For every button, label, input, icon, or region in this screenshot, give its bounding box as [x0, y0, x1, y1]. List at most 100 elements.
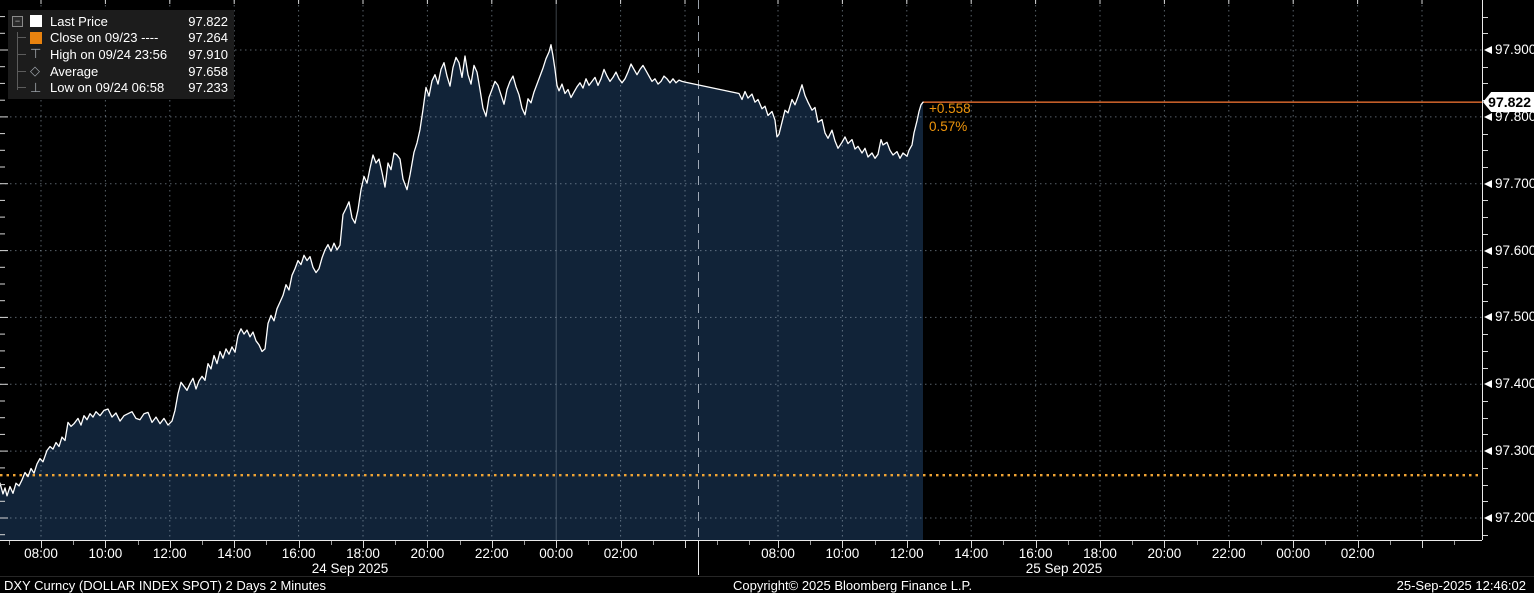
legend-row[interactable]: − Last Price 97.822	[12, 13, 228, 30]
low-marker-icon: ⊥	[30, 79, 50, 95]
legend-value: 97.233	[188, 80, 228, 96]
time-axis-label: 14:00	[954, 546, 989, 561]
time-axis-label: 00:00	[539, 546, 574, 561]
price-tick-arrow	[1484, 112, 1492, 121]
average-marker-icon: ◇	[30, 63, 40, 79]
price-minor-tick	[1483, 33, 1488, 35]
time-tick-major	[363, 541, 364, 548]
price-axis-label: 97.900	[1495, 42, 1534, 57]
time-tick-minor	[810, 541, 812, 545]
time-axis-label: 02:00	[1340, 546, 1375, 561]
time-tick-minor	[202, 541, 203, 545]
price-tick-arrow	[1484, 46, 1492, 54]
time-tick-minor	[73, 541, 75, 545]
price-minor-tick	[1483, 284, 1488, 285]
date-separator-line	[698, 541, 699, 575]
time-tick-minor	[652, 541, 654, 545]
legend-value: 97.264	[188, 30, 228, 46]
tree-stub-line	[17, 87, 26, 89]
legend-row[interactable]: ◇ Average 97.658	[12, 63, 228, 80]
legend-row[interactable]: ⊥ Low on 09/24 06:58 97.233	[12, 79, 228, 96]
time-tick-minor	[459, 541, 461, 545]
legend-expand-toggle[interactable]: −	[12, 15, 30, 27]
orange-square-icon	[30, 31, 42, 44]
low-marker-icon: ⊥	[30, 79, 42, 95]
price-minor-tick	[1483, 434, 1488, 436]
time-axis-label: 12:00	[152, 546, 187, 561]
white-square-icon	[30, 15, 50, 28]
tree-stub-line	[17, 70, 26, 72]
price-chart-canvas[interactable]	[0, 0, 1482, 540]
price-line	[0, 44, 924, 497]
timestamp: 25-Sep-2025 12:46:02	[1396, 578, 1526, 593]
time-tick-minor	[8, 541, 10, 545]
time-tick-minor	[749, 541, 751, 545]
time-tick-major	[298, 541, 300, 548]
legend-tree-stub	[12, 37, 30, 39]
collapse-box-icon[interactable]: −	[12, 15, 23, 27]
time-tick-major	[1035, 541, 1037, 548]
price-minor-tick	[1483, 334, 1488, 336]
time-tick-minor	[137, 541, 139, 545]
price-minor-tick	[1483, 16, 1488, 18]
legend-row[interactable]: ⊤ High on 09/24 23:56 97.910	[12, 46, 228, 63]
change-value: +0.558	[929, 101, 971, 116]
price-minor-tick	[1483, 167, 1488, 168]
date-label-day2: 25 Sep 2025	[1025, 561, 1103, 576]
orange-square-icon	[30, 31, 50, 44]
time-tick-major	[169, 541, 171, 548]
time-tick-minor	[1325, 541, 1327, 545]
legend-panel: − Last Price 97.822 Close on 09/23 ---- 97.2…	[8, 10, 234, 99]
price-minor-tick	[1483, 501, 1488, 503]
price-tick-arrow	[1484, 246, 1492, 255]
time-axis-label: 20:00	[1147, 546, 1182, 561]
time-tick-minor	[1454, 541, 1456, 545]
time-axis-label: 10:00	[825, 546, 860, 561]
price-minor-tick	[1483, 200, 1488, 202]
legend-label: Last Price	[50, 13, 108, 29]
time-tick-major	[556, 541, 558, 548]
price-minor-tick	[1483, 534, 1488, 536]
time-axis-label: 18:00	[346, 546, 380, 561]
price-tick-arrow	[1484, 179, 1492, 188]
price-minor-tick	[1483, 83, 1488, 85]
time-tick-minor	[1389, 541, 1391, 545]
price-minor-tick	[1483, 367, 1488, 369]
legend-value: 97.910	[188, 46, 228, 62]
time-tick-minor	[524, 541, 525, 545]
time-axis-label: 18:00	[1083, 546, 1117, 561]
time-tick-minor	[874, 541, 876, 545]
time-tick-minor	[588, 541, 590, 545]
time-tick-minor	[1067, 541, 1069, 545]
time-tick-major	[1357, 541, 1359, 548]
time-tick-major	[1422, 541, 1423, 548]
price-axis-label: 97.500	[1495, 309, 1534, 325]
price-axis-label: 97.300	[1495, 443, 1534, 459]
time-tick-minor	[1196, 541, 1198, 545]
time-axis-label: 12:00	[889, 546, 924, 561]
time-axis-label: 14:00	[217, 546, 252, 561]
price-minor-tick	[1483, 66, 1488, 68]
time-axis-label: 08:00	[24, 546, 58, 561]
price-axis[interactable]: 97.900 97.800 97.700 97.600 97.500 97.400 97.3…	[1482, 0, 1534, 540]
time-tick-major	[41, 541, 42, 548]
time-axis[interactable]: 24 Sep 2025 25 Sep 2025 08:00 10:00 12:00 1…	[0, 540, 1482, 577]
price-minor-tick	[1483, 217, 1488, 219]
last-price-badge-value: 97.822	[1488, 94, 1531, 110]
time-tick-major	[685, 541, 686, 548]
high-marker-icon: ⊤	[30, 47, 50, 60]
copyright-text: Copyright© 2025 Bloomberg Finance L.P.	[733, 578, 973, 593]
time-tick-minor	[1261, 541, 1262, 545]
price-minor-tick	[1483, 417, 1488, 419]
change-annotation: +0.558 0.57%	[929, 100, 971, 136]
legend-label: Average	[50, 63, 99, 79]
time-tick-minor	[330, 541, 332, 545]
time-axis-label: 16:00	[281, 546, 316, 561]
price-axis-label: 97.700	[1495, 175, 1534, 191]
time-axis-label: 00:00	[1276, 546, 1311, 561]
time-tick-major	[427, 541, 429, 548]
time-tick-minor	[1132, 541, 1134, 545]
legend-row[interactable]: Close on 09/23 ---- 97.264	[12, 30, 228, 47]
time-tick-minor	[395, 541, 397, 545]
